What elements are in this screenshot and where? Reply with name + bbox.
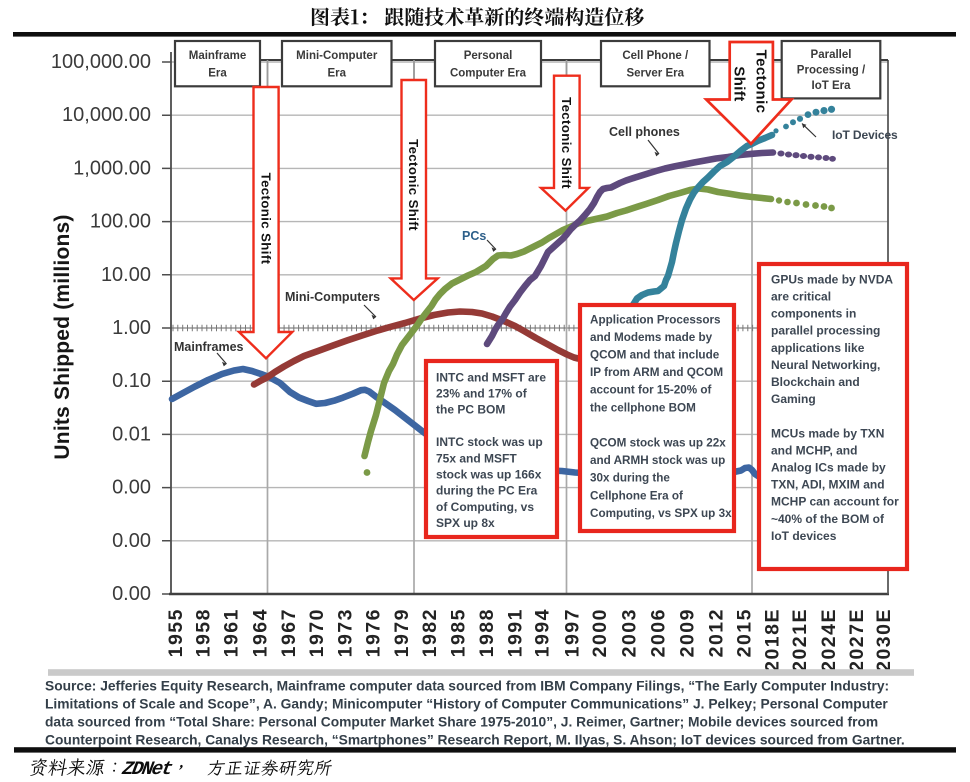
svg-text:2024E: 2024E <box>818 608 840 672</box>
svg-text:Mini-Computer: Mini-Computer <box>296 50 378 62</box>
svg-text:IP from ARM and QCOM: IP from ARM and QCOM <box>590 366 723 379</box>
svg-text:IoT Era: IoT Era <box>812 80 852 92</box>
svg-text:SPX up 8x: SPX up 8x <box>436 516 495 530</box>
svg-text:0.00: 0.00 <box>112 530 151 552</box>
svg-text:2003: 2003 <box>619 608 641 657</box>
svg-text:0.01: 0.01 <box>112 423 151 445</box>
svg-text:0.00: 0.00 <box>112 583 151 605</box>
svg-text:1961: 1961 <box>221 608 243 657</box>
svg-text:1979: 1979 <box>391 608 413 657</box>
svg-text:1958: 1958 <box>192 608 214 657</box>
svg-text:Cell Phone /: Cell Phone / <box>622 50 689 62</box>
svg-text:10.00: 10.00 <box>101 264 151 286</box>
svg-text:2009: 2009 <box>676 608 698 657</box>
svg-text:QCOM stock was up 22x: QCOM stock was up 22x <box>590 437 726 450</box>
svg-text:Tectonic Shift: Tectonic Shift <box>406 139 421 231</box>
svg-text:1991: 1991 <box>504 608 526 657</box>
svg-text:30x during the: 30x during the <box>590 472 670 485</box>
svg-text:1970: 1970 <box>306 608 328 657</box>
svg-text:1973: 1973 <box>334 608 356 657</box>
svg-text:the PC BOM: the PC BOM <box>436 403 505 417</box>
svg-text:Units Shipped (millions): Units Shipped (millions) <box>51 214 74 459</box>
svg-text:Counterpoint Research, Canalys: Counterpoint Research, Canalys Research,… <box>45 733 905 748</box>
svg-text:2000: 2000 <box>589 608 611 657</box>
svg-text:Cell phones: Cell phones <box>609 125 680 139</box>
svg-text:Shift: Shift <box>731 66 748 101</box>
svg-text:of Computing, vs: of Computing, vs <box>436 500 534 514</box>
svg-text:1982: 1982 <box>419 608 441 657</box>
svg-text:Limitations of Scale and Scope: Limitations of Scale and Scope”, A. Gand… <box>45 697 888 712</box>
svg-text:1967: 1967 <box>278 608 300 657</box>
svg-text:1985: 1985 <box>448 608 470 657</box>
svg-text:IoT Devices: IoT Devices <box>832 128 898 142</box>
svg-text:2006: 2006 <box>647 608 669 657</box>
svg-text:parallel processing: parallel processing <box>771 324 880 338</box>
svg-text:2015: 2015 <box>734 608 756 657</box>
svg-text:and MCHP, and: and MCHP, and <box>771 443 857 457</box>
svg-text:PCs: PCs <box>462 229 486 243</box>
svg-text:75x and MSFT: 75x and MSFT <box>436 451 517 465</box>
svg-text:2021E: 2021E <box>789 608 811 672</box>
svg-text:Source: Jefferies Equity Resea: Source: Jefferies Equity Research, Mainf… <box>45 679 889 694</box>
svg-text:data sourced from “Total Share: data sourced from “Total Share: Personal… <box>45 715 878 730</box>
svg-text:Computer Era: Computer Era <box>450 67 527 79</box>
svg-text:Personal: Personal <box>464 50 513 62</box>
svg-text:components in: components in <box>771 307 856 321</box>
svg-text:1955: 1955 <box>165 608 187 657</box>
svg-text:Server Era: Server Era <box>626 67 684 79</box>
svg-text:2030E: 2030E <box>873 608 895 672</box>
svg-text:23% and 17% of: 23% and 17% of <box>436 387 528 401</box>
svg-text:Mini-Computers: Mini-Computers <box>285 290 380 304</box>
svg-text:ZDNet: ZDNet <box>119 758 174 780</box>
svg-text:GPUs made by NVDA: GPUs made by NVDA <box>771 272 893 286</box>
svg-text:Application Processors: Application Processors <box>590 313 721 326</box>
svg-text:Tectonic Shift: Tectonic Shift <box>259 173 274 265</box>
svg-text:applications like: applications like <box>771 341 865 355</box>
svg-text:QCOM and that include: QCOM and that include <box>590 349 720 362</box>
svg-text:INTC stock was up: INTC stock was up <box>436 435 543 449</box>
svg-text:Blockchain and: Blockchain and <box>771 375 860 389</box>
svg-text:Analog ICs made by: Analog ICs made by <box>771 461 886 475</box>
svg-text:1976: 1976 <box>363 608 385 657</box>
svg-text:Computing, vs SPX up 3x: Computing, vs SPX up 3x <box>590 507 732 520</box>
svg-text:account for 15-20% of: account for 15-20% of <box>590 384 712 397</box>
svg-text:MCUs made by TXN: MCUs made by TXN <box>771 426 884 440</box>
svg-text:during the PC Era: during the PC Era <box>436 484 538 498</box>
svg-text:10,000.00: 10,000.00 <box>62 104 151 126</box>
svg-text:Processing /: Processing / <box>797 65 866 77</box>
svg-text:1994: 1994 <box>532 608 554 657</box>
svg-text:Era: Era <box>208 67 227 79</box>
svg-text:0.00: 0.00 <box>112 477 151 499</box>
svg-text:TXN, ADI, MXIM and: TXN, ADI, MXIM and <box>771 478 885 492</box>
svg-text:Tectonic Shift: Tectonic Shift <box>559 97 574 189</box>
svg-text:and ARMH stock was up: and ARMH stock was up <box>590 454 725 467</box>
svg-text:Neural Networking,: Neural Networking, <box>771 358 880 372</box>
svg-text:INTC and MSFT are: INTC and MSFT are <box>436 370 546 384</box>
svg-text:0.10: 0.10 <box>112 370 151 392</box>
svg-text:Parallel: Parallel <box>811 49 852 61</box>
svg-text:and Modems made by: and Modems made by <box>590 331 713 344</box>
svg-text:1964: 1964 <box>250 608 272 657</box>
svg-text:IoT devices: IoT devices <box>771 529 837 543</box>
svg-text:Mainframes: Mainframes <box>174 340 244 354</box>
svg-text:1.00: 1.00 <box>112 317 151 339</box>
svg-text:the cellphone BOM: the cellphone BOM <box>590 401 696 414</box>
svg-text:Gaming: Gaming <box>771 392 816 406</box>
svg-text:are critical: are critical <box>771 290 831 304</box>
svg-text:100,000.00: 100,000.00 <box>51 51 151 73</box>
svg-text:Mainframe: Mainframe <box>189 50 247 62</box>
svg-text:2012: 2012 <box>706 608 728 657</box>
svg-text:Cellphone Era of: Cellphone Era of <box>590 489 683 502</box>
svg-text:2018E: 2018E <box>761 608 783 672</box>
svg-text:Tectonic: Tectonic <box>753 50 770 114</box>
svg-text:Era: Era <box>327 67 346 79</box>
svg-text:2027E: 2027E <box>846 608 868 672</box>
svg-text:1,000.00: 1,000.00 <box>73 157 151 179</box>
svg-text:stock was up 166x: stock was up 166x <box>436 468 542 482</box>
svg-text:1988: 1988 <box>476 608 498 657</box>
svg-text:100.00: 100.00 <box>90 211 151 233</box>
svg-text:~40% of the BOM of: ~40% of the BOM of <box>771 512 885 526</box>
svg-text:MCHP can account for: MCHP can account for <box>771 495 899 509</box>
svg-text:1997: 1997 <box>561 608 583 657</box>
